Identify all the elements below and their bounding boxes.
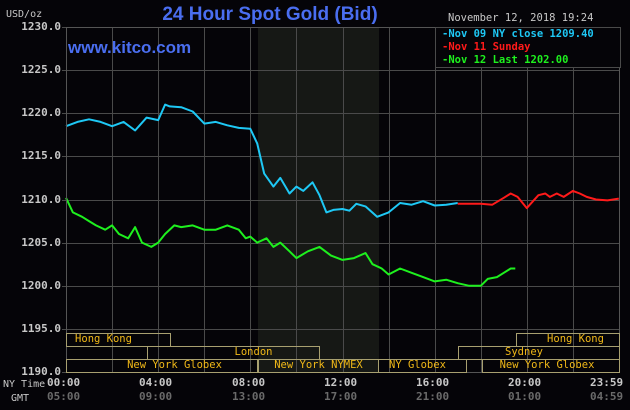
y-tick: 1220.0 xyxy=(21,106,61,119)
session-new-york-globex-2: New York Globex xyxy=(482,359,620,373)
chart-title: 24 Hour Spot Gold (Bid) xyxy=(162,4,378,25)
y-tick: 1225.0 xyxy=(21,63,61,76)
price-lines xyxy=(65,103,619,287)
legend-item-nov11: -Nov 11 Sunday xyxy=(442,41,531,53)
gmt-tick: 09:00 xyxy=(139,390,173,403)
y-tick: 1210.0 xyxy=(21,193,61,206)
x-tick: 23:59 xyxy=(590,376,624,389)
legend-item-nov12: -Nov 12 Last 1202.00 xyxy=(442,54,569,66)
gmt-tick: 01:00 xyxy=(508,390,542,403)
x-tick: 00:00 xyxy=(47,376,81,389)
gmt-tick: 05:00 xyxy=(47,390,81,403)
gmt-tick: 13:00 xyxy=(232,390,266,403)
gmt-tick: 04:59 xyxy=(590,390,624,403)
session-hong-kong: Hong Kong xyxy=(66,333,171,347)
y-tick: 1190.0 xyxy=(21,365,61,378)
ny-time-label: NY Time xyxy=(3,379,46,390)
session-new-york-globex: New York Globex xyxy=(66,359,258,373)
grid-lines xyxy=(62,27,620,373)
series-line-0 xyxy=(65,103,458,218)
x-tick: 20:00 xyxy=(508,376,542,389)
session-london: London xyxy=(147,346,320,360)
x-tick: 04:00 xyxy=(139,376,173,389)
gmt-label: GMT xyxy=(11,393,30,404)
x-tick: 08:00 xyxy=(232,376,266,389)
legend: -Nov 09 NY close 1209.40 -Nov 11 Sunday … xyxy=(435,27,621,68)
series-line-2 xyxy=(65,197,516,287)
session-new-york-nymex: New York NYMEX xyxy=(258,359,379,373)
legend-item-nov09: -Nov 09 NY close 1209.40 xyxy=(442,28,594,40)
x-tick: 12:00 xyxy=(324,376,358,389)
y-axis-unit: USD/oz xyxy=(6,9,43,20)
site-link[interactable]: www.kitco.com xyxy=(68,38,192,57)
y-tick: 1215.0 xyxy=(21,149,61,162)
session-hong-kong-2: Hong Kong xyxy=(516,333,620,347)
series-line-1 xyxy=(457,189,619,210)
session-sydney: Sydney xyxy=(458,346,620,360)
y-tick: 1200.0 xyxy=(21,279,61,292)
timestamp: November 12, 2018 19:24 xyxy=(448,12,594,24)
y-tick: 1205.0 xyxy=(21,236,61,249)
gmt-tick: 17:00 xyxy=(324,390,358,403)
session-ny-globex: NY Globex xyxy=(378,359,467,373)
y-tick: 1195.0 xyxy=(21,322,61,335)
x-tick: 16:00 xyxy=(416,376,450,389)
y-tick: 1230.0 xyxy=(21,20,61,33)
gmt-tick: 21:00 xyxy=(416,390,450,403)
nymex-shaded-region xyxy=(258,27,379,372)
